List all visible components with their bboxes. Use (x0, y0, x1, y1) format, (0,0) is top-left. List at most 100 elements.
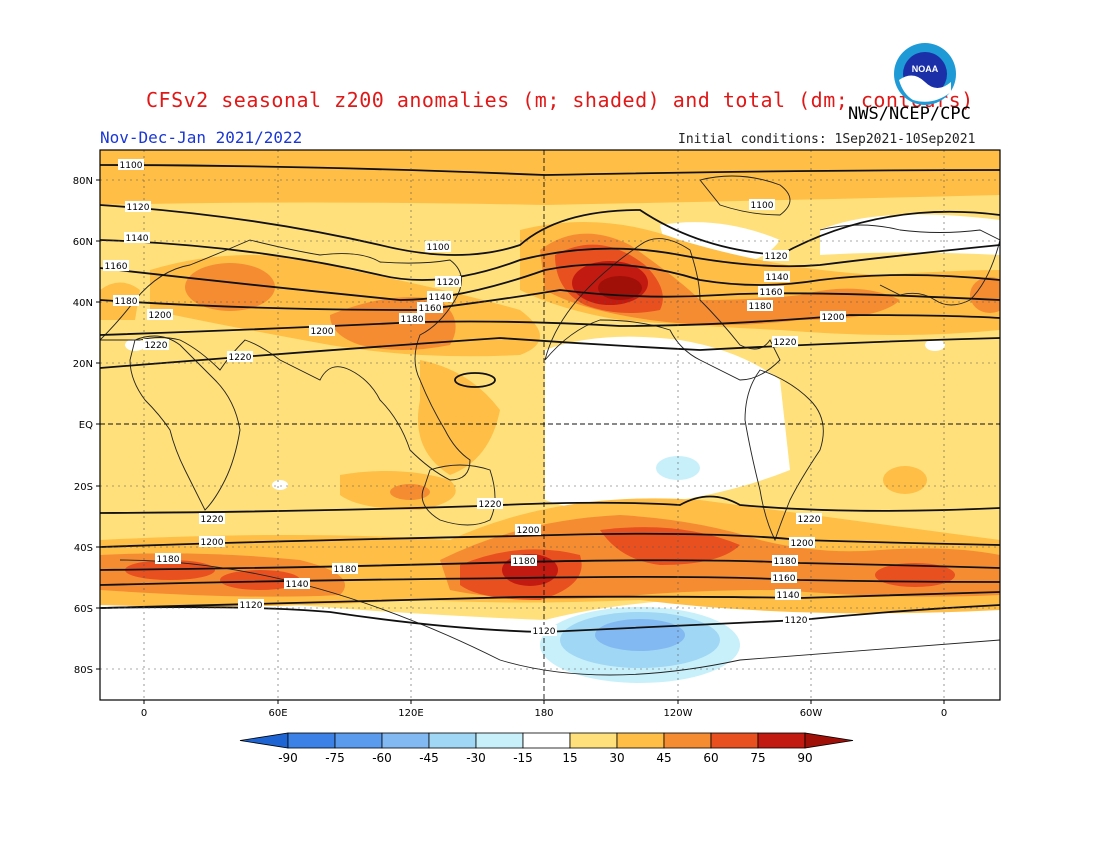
lat-label: 60N (73, 237, 93, 248)
colorbar-tick-label: 45 (656, 751, 671, 765)
contour-label-bg (238, 599, 264, 610)
lon-label: 0 (141, 708, 147, 719)
colorbar-max-arrow (804, 732, 854, 749)
contour-label: 1220 (774, 338, 797, 348)
lat-ticks (96, 179, 100, 670)
contour-label: 1180 (774, 557, 797, 567)
colorbar-bin (757, 732, 806, 749)
contour-label-bg (772, 555, 798, 566)
initial-conditions: Initial conditions: 1Sep2021-10Sep2021 (678, 132, 976, 147)
contour-label-bg (515, 524, 541, 535)
colorbar-bin (710, 732, 759, 749)
contour-label-bg (511, 555, 537, 566)
contour-label: 1220 (798, 515, 821, 525)
colorbar-bin (287, 732, 336, 749)
contour-label-bg (771, 572, 797, 583)
contour-label: 1200 (311, 327, 334, 337)
contour-label: 1220 (201, 515, 224, 525)
contour-label-bg (399, 313, 425, 324)
contour-label: 1100 (751, 201, 774, 211)
contour-label: 1180 (513, 557, 536, 567)
contour-label: 1180 (401, 315, 424, 325)
agency-label: NWS/NCEP/CPC (848, 104, 971, 124)
colorbar-bin (569, 732, 618, 749)
map-frame (99, 149, 1001, 701)
contour-label: 1180 (749, 302, 772, 312)
contour-label: 1100 (427, 243, 450, 253)
contour-label-bg (789, 537, 815, 548)
contour-label-bg (332, 563, 358, 574)
contour-label: 1140 (766, 273, 789, 283)
contour-label-bg (775, 589, 801, 600)
contour-label: 1120 (533, 627, 556, 637)
colorbar-tick-label: -75 (325, 751, 345, 765)
lon-label: 60W (800, 708, 823, 719)
chart-title: CFSv2 seasonal z200 anomalies (m; shaded… (146, 88, 974, 112)
colorbar-tick-label: 15 (562, 751, 577, 765)
colorbar: -90 -75 -60 -45 -30 -15 15 30 45 60 75 90 (239, 732, 854, 765)
contour-label-bg (417, 302, 443, 313)
colorbar-tick-label: 90 (797, 751, 812, 765)
contour-label-bg (764, 271, 790, 282)
contour-label: 1200 (791, 539, 814, 549)
longitude-axis: 0 60E 120E 180 120W 60W 0 (141, 708, 947, 719)
contour-label-bg (284, 578, 310, 589)
contour-label: 1140 (126, 234, 149, 244)
contour-label: 1100 (120, 161, 143, 171)
lon-label: 120W (664, 708, 693, 719)
contour-label-bg (227, 351, 253, 362)
colorbar-bin (522, 732, 571, 749)
contour-label: 1200 (201, 538, 224, 548)
contour-label-bg (199, 513, 225, 524)
colorbar-bin (334, 732, 383, 749)
noaa-logo: NOAA (894, 43, 956, 105)
contour-label-bg (749, 199, 775, 210)
contour-label-bg (477, 498, 503, 509)
contour-label-bg (747, 300, 773, 311)
colorbar-tick-label: 75 (750, 751, 765, 765)
colorbar-tick-label: 60 (703, 751, 718, 765)
lat-label: 80N (73, 176, 93, 187)
contour-label: 1220 (479, 500, 502, 510)
latitude-axis: 80N 60N 40N 20N EQ 20S 40S 60S 80S (73, 176, 93, 676)
contour-label-bg (155, 553, 181, 564)
contour-label-bg (309, 325, 335, 336)
colorbar-tick-label: -90 (278, 751, 298, 765)
contour-label-bg (143, 339, 169, 350)
graticule (100, 150, 1000, 700)
lat-label: 20S (74, 482, 93, 493)
contour-label: 1160 (105, 262, 128, 272)
contour-label-bg (772, 336, 798, 347)
contour-label: 1120 (765, 252, 788, 262)
contour-label-bg (531, 625, 557, 636)
contour-label-bg (435, 276, 461, 287)
contour-labels: 1100 1120 1140 1160 1180 1200 1220 1100 1120 1140… (103, 159, 846, 637)
contour-label-bg (125, 201, 151, 212)
contour-label: 1200 (517, 526, 540, 536)
lat-label: 80S (74, 665, 93, 676)
anomaly-shading: 1100 1120 1140 1160 1180 1200 1220 1100 1120 1140… (100, 150, 1000, 700)
contour-label-bg (124, 232, 150, 243)
contour-label: 1140 (777, 591, 800, 601)
colorbar-bin (616, 732, 665, 749)
colorbar-tick-label: -60 (372, 751, 392, 765)
contour-label: 1140 (286, 580, 309, 590)
colorbar-tick-label: -15 (513, 751, 533, 765)
contour-label: 1120 (437, 278, 460, 288)
lon-ticks (143, 700, 945, 704)
contour-label: 1180 (115, 297, 138, 307)
contour-label-bg (103, 260, 129, 271)
z200-contours (100, 164, 1000, 633)
contour-label: 1180 (157, 555, 180, 565)
contour-label-bg (758, 286, 784, 297)
forecast-period: Nov-Dec-Jan 2021/2022 (100, 128, 303, 147)
contour-label-bg (199, 536, 225, 547)
contour-label: 1200 (822, 313, 845, 323)
contour-label: 1180 (334, 565, 357, 575)
colorbar-bin (663, 732, 712, 749)
contour-label: 1140 (429, 293, 452, 303)
lat-label: 60S (74, 604, 93, 615)
contour-label-bg (118, 159, 144, 170)
contour-label-bg (425, 241, 451, 252)
